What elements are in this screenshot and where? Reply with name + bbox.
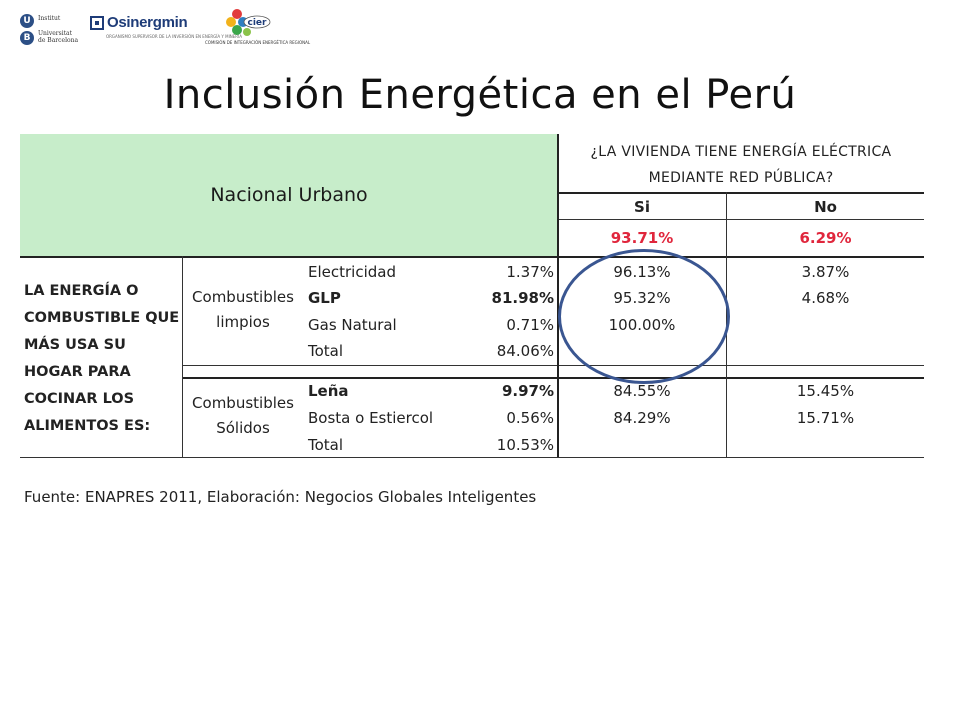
row-no: 15.45%	[796, 382, 855, 400]
rule-vertical-data	[557, 134, 559, 457]
row-share: 84.06%	[496, 342, 554, 360]
row-share: 1.37%	[506, 263, 554, 281]
row-share: 0.56%	[506, 409, 554, 427]
row-label: GLP	[308, 289, 341, 307]
row-no: 15.71%	[796, 409, 855, 427]
scope-header-cell	[20, 134, 558, 256]
cier-subtitle: COMISIÓN DE INTEGRACIÓN ENERGÉTICA REGIO…	[205, 40, 311, 45]
ub-line1: Institut	[38, 15, 61, 22]
ub-line2: Universitat	[38, 30, 73, 37]
row-share: 0.71%	[506, 316, 554, 334]
total-no-value: 6.29%	[799, 229, 852, 247]
ub-line3: de Barcelona	[38, 37, 79, 44]
rule-under-si-no	[558, 219, 924, 220]
cier-wordmark: cier	[248, 18, 268, 28]
rule-under-header	[20, 256, 924, 258]
row-question-label: LA ENERGÍA O COMBUSTIBLE QUE MÁS USA SU …	[24, 283, 180, 434]
source-note: Fuente: ENAPRES 2011, Elaboración: Negoc…	[24, 488, 537, 506]
rule-vertical-groups	[182, 256, 183, 457]
group-clean-line1: Combustibles	[192, 288, 294, 306]
scope-title: Nacional Urbano	[210, 184, 368, 206]
cier-logo: cier COMISIÓN DE INTEGRACIÓN ENERGÉTICA …	[205, 8, 310, 48]
row-no: 3.87%	[801, 263, 850, 281]
rule-table-bottom	[20, 457, 924, 458]
osinergmin-mark-icon	[90, 16, 104, 30]
universitat-barcelona-logo: U B Institut Universitat de Barcelona	[20, 12, 80, 48]
row-si: 84.55%	[613, 382, 671, 400]
total-si-value: 93.71%	[610, 229, 674, 247]
col-no-header: No	[814, 198, 837, 216]
osinergmin-subtitle: ORGANISMO SUPERVISOR DE LA INVERSIÓN EN …	[106, 34, 242, 39]
group-clean-line2: limpios	[216, 313, 270, 331]
row-si: 84.29%	[613, 409, 671, 427]
row-share: 9.97%	[501, 382, 554, 400]
row-share: 10.53%	[496, 436, 554, 454]
row-label: Leña	[308, 382, 349, 400]
question-line-2: MEDIANTE RED PÚBLICA?	[648, 170, 834, 186]
cier-emblem-icon: cier	[226, 9, 271, 36]
rule-group-split-2	[182, 377, 924, 379]
group-clean-label: Combustibles limpios	[182, 285, 304, 335]
col-si-header: Si	[634, 198, 650, 216]
row-label: Total	[308, 342, 344, 360]
row-label: Gas Natural	[308, 316, 397, 334]
row-no: 4.68%	[801, 289, 850, 307]
row-label: Total	[308, 436, 344, 454]
rule-group-split-1	[182, 365, 924, 366]
group-solid-label: Combustibles Sólidos	[182, 391, 304, 441]
highlight-ellipse	[558, 249, 730, 384]
row-label: Electricidad	[308, 263, 396, 281]
ub-badge-u: U	[20, 14, 34, 28]
row-label: Bosta o Estiercol	[308, 409, 434, 427]
osinergmin-logo: Osinergmin ORGANISMO SUPERVISOR DE LA IN…	[90, 14, 242, 46]
group-solid-line1: Combustibles	[192, 394, 294, 412]
question-line-1: ¿LA VIVIENDA TIENE ENERGÍA ELÉCTRICA	[590, 144, 892, 160]
row-share: 81.98%	[491, 289, 554, 307]
ub-badge-b: B	[20, 31, 34, 45]
group-solid-line2: Sólidos	[216, 419, 270, 437]
page-title: Inclusión Energética en el Perú	[163, 72, 797, 118]
rule-under-question	[558, 192, 924, 194]
osinergmin-name: Osinergmin	[107, 14, 188, 31]
